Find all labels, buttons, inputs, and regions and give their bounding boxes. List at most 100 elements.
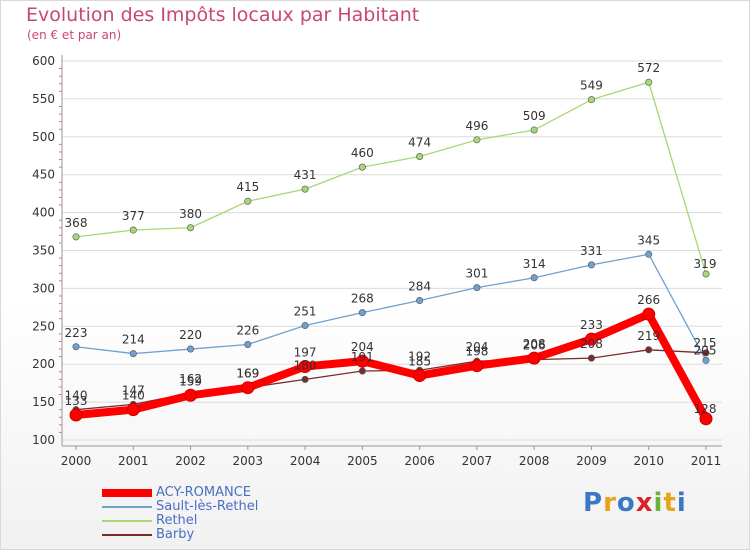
y-tick-label: 500: [32, 130, 55, 144]
data-label: 220: [179, 328, 202, 342]
y-tick-label: 150: [32, 395, 55, 409]
data-point: [69, 408, 83, 422]
data-label: 251: [294, 305, 317, 319]
data-point: [699, 412, 713, 426]
data-label: 208: [580, 337, 603, 351]
x-tick-label: 2007: [462, 454, 493, 468]
logo-letter: x: [635, 488, 654, 518]
data-label: 198: [465, 345, 488, 359]
legend-item: Rethel: [102, 513, 197, 528]
data-label: 185: [408, 355, 431, 369]
legend-label: Rethel: [156, 513, 198, 528]
legend-item: Barby: [102, 527, 194, 542]
legend-swatch: [102, 533, 152, 536]
x-tick-label: 2005: [347, 454, 378, 468]
data-label: 206: [523, 339, 546, 353]
chart-title: Evolution des Impôts locaux par Habitant: [26, 4, 420, 26]
data-label: 192: [408, 349, 431, 363]
data-point: [645, 78, 653, 86]
data-label: 215: [694, 336, 717, 350]
data-point: [473, 284, 481, 292]
data-label: 474: [408, 136, 431, 150]
data-point: [301, 375, 309, 383]
data-point: [645, 250, 653, 258]
data-point: [587, 96, 595, 104]
y-tick-label: 550: [32, 92, 55, 106]
data-point: [642, 307, 656, 321]
x-tick-label: 2002: [175, 454, 206, 468]
data-label: 345: [637, 233, 660, 247]
data-point: [129, 226, 137, 234]
legend-swatch: [102, 505, 152, 508]
data-label: 226: [236, 323, 259, 337]
x-tick-label: 2009: [576, 454, 607, 468]
legend-item: Sault-lès-Rethel: [102, 499, 258, 514]
data-label: 284: [408, 280, 431, 294]
data-point: [587, 354, 595, 362]
legend-item: ACY-ROMANCE: [102, 485, 251, 500]
data-label: 205: [694, 343, 717, 357]
data-label: 572: [637, 61, 660, 75]
data-label: 380: [179, 207, 202, 221]
data-point: [358, 367, 366, 375]
data-point: [72, 343, 80, 351]
data-label: 204: [351, 340, 374, 354]
data-point: [702, 349, 710, 357]
data-point: [298, 359, 312, 373]
data-label: 377: [122, 209, 145, 223]
series-line-1: [75, 253, 707, 362]
data-label: 460: [351, 146, 374, 160]
data-point: [184, 388, 198, 402]
y-tick-label: 100: [32, 433, 55, 447]
data-point: [470, 359, 484, 373]
x-tick-label: 2003: [233, 454, 264, 468]
legend-label: Sault-lès-Rethel: [156, 499, 259, 514]
chart-legend: ACY-ROMANCE Sault-lès-Rethel Rethel Barby: [102, 485, 362, 545]
data-label: 331: [580, 244, 603, 258]
data-point: [584, 332, 598, 346]
data-label: 128: [694, 402, 717, 416]
y-tick-label: 300: [32, 281, 55, 295]
data-label: 197: [294, 345, 317, 359]
data-label: 159: [179, 374, 202, 388]
proxiti-logo: Proxiti: [583, 488, 687, 518]
logo-letter: o: [616, 488, 636, 518]
data-label: 431: [294, 168, 317, 182]
data-label: 549: [580, 79, 603, 93]
data-label: 208: [523, 337, 546, 351]
data-label: 319: [694, 257, 717, 271]
data-point: [72, 233, 80, 241]
data-label: 314: [523, 257, 546, 271]
y-tick-label: 600: [32, 54, 55, 68]
legend-label: ACY-ROMANCE: [156, 485, 251, 500]
data-label: 301: [465, 267, 488, 281]
data-point: [645, 346, 653, 354]
data-label: 169: [236, 367, 259, 381]
legend-swatch: [102, 488, 152, 497]
data-point: [301, 185, 309, 193]
data-point: [587, 261, 595, 269]
data-point: [126, 403, 140, 417]
logo-letter: r: [603, 488, 617, 518]
data-label: 133: [65, 394, 88, 408]
data-point: [473, 136, 481, 144]
data-point: [702, 356, 710, 364]
x-tick-label: 2001: [118, 454, 149, 468]
data-label: 223: [65, 326, 88, 340]
data-point: [241, 381, 255, 395]
logo-letter: t: [663, 488, 677, 518]
series-line-2: [75, 81, 707, 275]
logo-letter: P: [583, 488, 604, 518]
data-point: [358, 309, 366, 317]
x-tick-label: 2006: [404, 454, 435, 468]
data-label: 266: [637, 293, 660, 307]
data-label: 162: [179, 372, 202, 386]
data-label: 180: [294, 358, 317, 372]
data-label: 496: [465, 119, 488, 133]
data-label: 233: [580, 318, 603, 332]
data-point: [187, 224, 195, 232]
y-tick-label: 450: [32, 168, 55, 182]
chart-subtitle: (en € et par an): [27, 28, 122, 42]
